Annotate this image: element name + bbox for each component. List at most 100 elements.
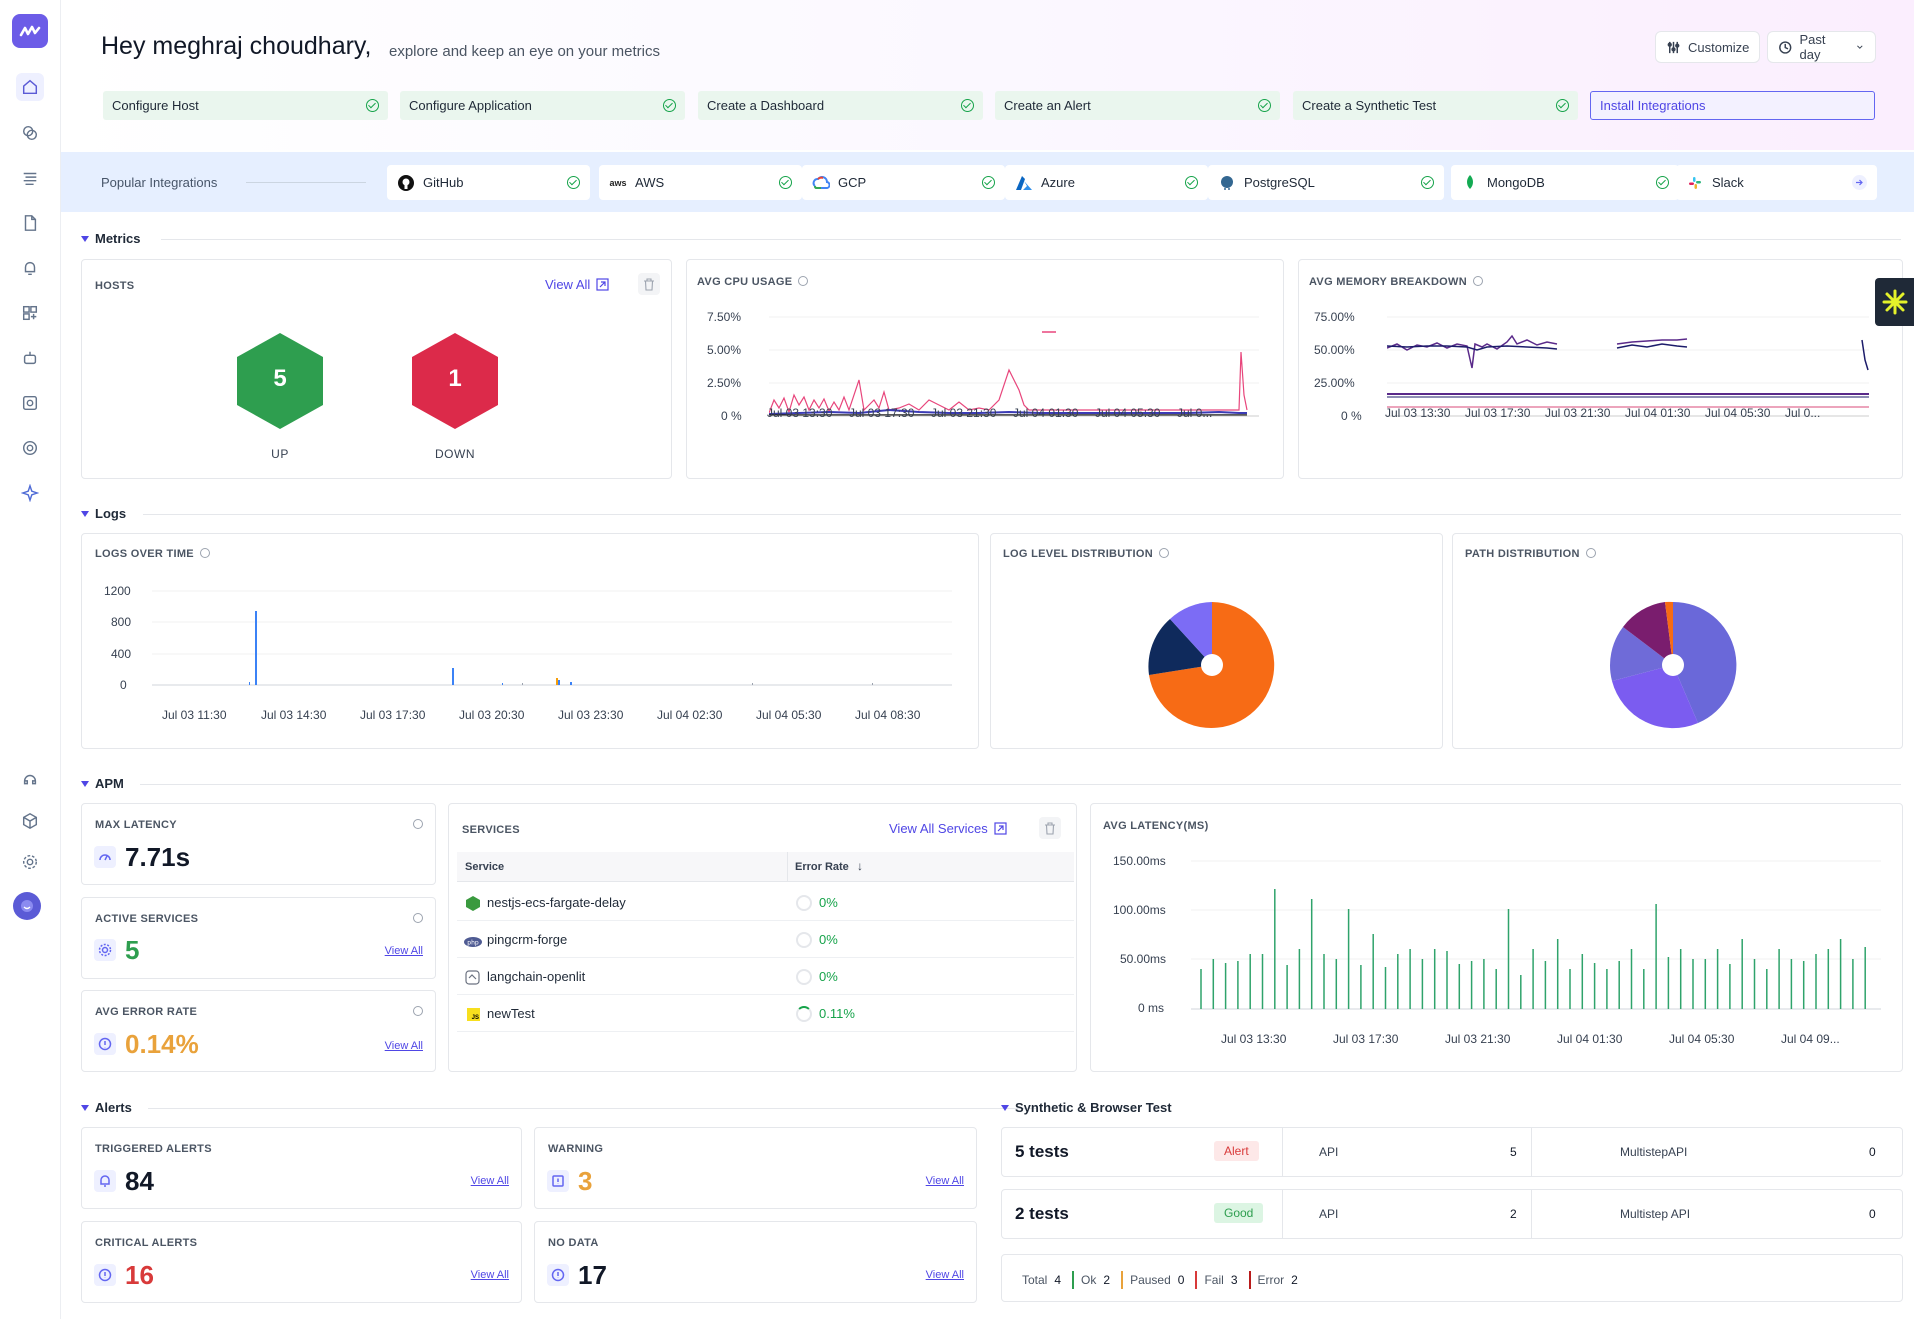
table-row[interactable]: JS newTest 0.11% xyxy=(457,996,1074,1032)
integration-gcp[interactable]: GCP xyxy=(802,165,1005,200)
check-icon xyxy=(663,99,676,112)
x-axis: Jul 03 11:30 Jul 03 14:30 Jul 03 17:30 Jul … xyxy=(162,708,952,724)
home-icon[interactable] xyxy=(16,73,44,101)
integration-slack[interactable]: Slack xyxy=(1676,165,1877,200)
path-pie-chart[interactable] xyxy=(1608,600,1738,730)
logs-bar-chart[interactable] xyxy=(152,574,962,694)
integration-aws[interactable]: aws AWS xyxy=(599,165,802,200)
caret-down-icon xyxy=(81,235,89,242)
app-logo[interactable] xyxy=(12,14,48,48)
table-row[interactable]: php pingcrm-forge 0% xyxy=(457,922,1074,958)
card-title-text: LOG LEVEL DISTRIBUTION xyxy=(1003,548,1154,560)
critical-alerts-view-all-link[interactable]: View All xyxy=(470,1269,509,1281)
sparkle-icon[interactable] xyxy=(20,483,40,503)
feedback-widget-icon[interactable] xyxy=(1875,278,1914,326)
settings-icon[interactable] xyxy=(20,852,40,872)
step-install-integrations[interactable]: Install Integrations xyxy=(1590,91,1875,120)
arrow-right-icon[interactable] xyxy=(1852,175,1867,190)
column-error-rate[interactable]: Error Rate xyxy=(795,861,849,873)
javascript-icon: JS xyxy=(467,1008,480,1021)
cpu-line-chart[interactable] xyxy=(769,300,1269,430)
fail-marker xyxy=(1195,1271,1198,1289)
step-configure-application[interactable]: Configure Application xyxy=(400,91,685,120)
step-configure-host[interactable]: Configure Host xyxy=(103,91,388,120)
synthetic-icon[interactable] xyxy=(20,393,40,413)
document-icon[interactable] xyxy=(20,213,40,233)
customize-button[interactable]: Customize xyxy=(1655,31,1761,63)
info-icon[interactable] xyxy=(1159,548,1170,559)
bot-icon[interactable] xyxy=(20,348,40,368)
integration-github[interactable]: GitHub xyxy=(387,165,590,200)
info-icon[interactable] xyxy=(1585,548,1596,559)
no-data-alerts-view-all-link[interactable]: View All xyxy=(925,1269,964,1281)
synthetic-row[interactable]: 2 tests Good API 2 Multistep API 0 xyxy=(1001,1189,1903,1239)
synthetic-row[interactable]: 5 tests Alert API 5 MultistepAPI 0 xyxy=(1001,1127,1903,1177)
security-icon[interactable] xyxy=(20,438,40,458)
check-icon xyxy=(961,99,974,112)
avatar[interactable] xyxy=(13,892,41,920)
step-create-alert[interactable]: Create an Alert xyxy=(995,91,1280,120)
section-alerts[interactable]: Alerts xyxy=(81,1100,132,1115)
slack-icon xyxy=(1686,174,1704,192)
info-icon[interactable] xyxy=(199,548,210,559)
caret-down-icon xyxy=(1001,1104,1009,1111)
triggered-alerts-view-all-link[interactable]: View All xyxy=(470,1175,509,1187)
step-create-synthetic-test[interactable]: Create a Synthetic Test xyxy=(1293,91,1578,120)
avg-error-rate-view-all-link[interactable]: View All xyxy=(384,1040,423,1052)
hosts-view-all-link[interactable]: View All xyxy=(545,277,609,292)
warning-alerts-view-all-link[interactable]: View All xyxy=(925,1175,964,1187)
memory-line-chart[interactable] xyxy=(1387,300,1877,430)
section-synthetic[interactable]: Synthetic & Browser Test xyxy=(1001,1100,1172,1115)
sidebar xyxy=(0,0,61,1319)
infrastructure-icon[interactable] xyxy=(20,123,40,143)
hosts-up-hexagon[interactable] xyxy=(234,331,326,431)
x-tick: Jul 04 05:30 xyxy=(1669,1032,1735,1046)
x-axis: Jul 03 13:30 Jul 03 17:30 Jul 03 21:30 Jul … xyxy=(767,406,1267,422)
section-logs[interactable]: Logs xyxy=(81,506,126,521)
trash-icon[interactable] xyxy=(638,273,660,295)
package-icon[interactable] xyxy=(20,811,40,831)
sort-down-icon[interactable]: ↓ xyxy=(857,859,863,873)
check-icon xyxy=(1258,99,1271,112)
info-icon[interactable] xyxy=(413,819,423,829)
section-apm[interactable]: APM xyxy=(81,776,124,791)
summary-ok-value: 2 xyxy=(1103,1273,1111,1287)
integration-azure[interactable]: Azure xyxy=(1005,165,1208,200)
log-level-pie-chart[interactable] xyxy=(1147,600,1277,730)
info-icon[interactable] xyxy=(1472,276,1483,287)
card-title: AVG ERROR RATE xyxy=(95,1006,198,1018)
info-icon[interactable] xyxy=(413,913,423,923)
divider xyxy=(140,784,1901,785)
hosts-down-value: 1 xyxy=(448,365,462,392)
info-icon[interactable] xyxy=(413,1006,423,1016)
check-icon xyxy=(567,176,580,189)
info-icon[interactable] xyxy=(798,276,809,287)
latency-bar-chart[interactable] xyxy=(1191,844,1891,1014)
trash-icon[interactable] xyxy=(1039,817,1061,839)
error-rate-value: 0% xyxy=(819,895,838,910)
support-icon[interactable] xyxy=(20,770,40,790)
alerts-icon[interactable] xyxy=(20,258,40,278)
external-link-icon xyxy=(596,278,609,291)
x-tick: Jul 03 14:30 xyxy=(261,708,327,722)
active-services-view-all-link[interactable]: View All xyxy=(384,945,423,957)
y-tick: 800 xyxy=(111,615,132,629)
section-title: Synthetic & Browser Test xyxy=(1015,1100,1172,1115)
x-tick: Jul 04 05:30 xyxy=(1705,406,1771,420)
time-range-select[interactable]: Past day xyxy=(1767,31,1876,63)
column-service[interactable]: Service xyxy=(465,861,505,873)
integration-postgresql[interactable]: PostgreSQL xyxy=(1208,165,1444,200)
view-all-services-link[interactable]: View All Services xyxy=(889,821,1007,836)
github-icon xyxy=(397,174,415,192)
logs-icon[interactable] xyxy=(20,168,40,188)
table-row[interactable]: langchain-openlit 0% xyxy=(457,959,1074,995)
table-row[interactable]: nestjs-ecs-fargate-delay 0% xyxy=(457,885,1074,921)
section-metrics[interactable]: Metrics xyxy=(81,231,141,246)
dashboards-icon[interactable] xyxy=(20,303,40,323)
summary-paused-value: 0 xyxy=(1177,1273,1185,1287)
hosts-down-hexagon[interactable] xyxy=(409,331,501,431)
step-create-dashboard[interactable]: Create a Dashboard xyxy=(698,91,983,120)
integrations-label: Popular Integrations xyxy=(101,175,218,190)
avg-error-rate-card: AVG ERROR RATE 0.14% View All xyxy=(81,990,436,1072)
integration-mongodb[interactable]: MongoDB xyxy=(1451,165,1679,200)
